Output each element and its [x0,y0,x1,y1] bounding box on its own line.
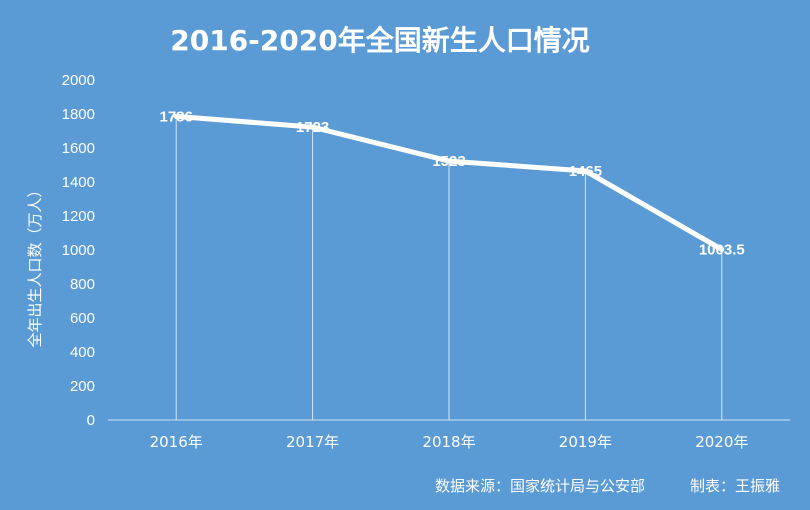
data-label: 1523 [432,153,465,170]
data-label: 1465 [569,163,602,180]
data-label: 1723 [296,119,329,136]
data-point [719,246,725,252]
y-axis-label: 全年出生人口数（万人） [26,182,44,347]
x-tick-label: 2020年 [695,433,748,451]
data-point [446,158,452,164]
y-tick-label: 800 [70,276,95,293]
y-tick-label: 1200 [62,208,95,225]
x-tick-label: 2017年 [286,433,339,451]
y-tick-label: 1800 [62,106,95,123]
y-tick-label: 0 [87,412,95,429]
y-tick-label: 1600 [62,140,95,157]
data-point [582,168,588,174]
x-tick-label: 2018年 [422,433,475,451]
y-tick-label: 200 [70,378,95,395]
y-tick-label: 1000 [62,242,95,259]
y-tick-label: 2000 [62,72,95,89]
data-point [173,113,179,119]
y-tick-label: 1400 [62,174,95,191]
data-point [310,124,316,130]
source-note: 数据来源：国家统计局与公安部 [435,477,645,495]
chart-title: 2016-2020年全国新生人口情况 [170,24,589,57]
y-tick-label: 400 [70,344,95,361]
x-tick-label: 2019年 [559,433,612,451]
y-tick-label: 600 [70,310,95,327]
data-label: 1003.5 [699,241,745,258]
x-tick-label: 2016年 [150,433,203,451]
data-label: 1786 [160,108,193,125]
author-note: 制表：王振雅 [690,477,780,495]
